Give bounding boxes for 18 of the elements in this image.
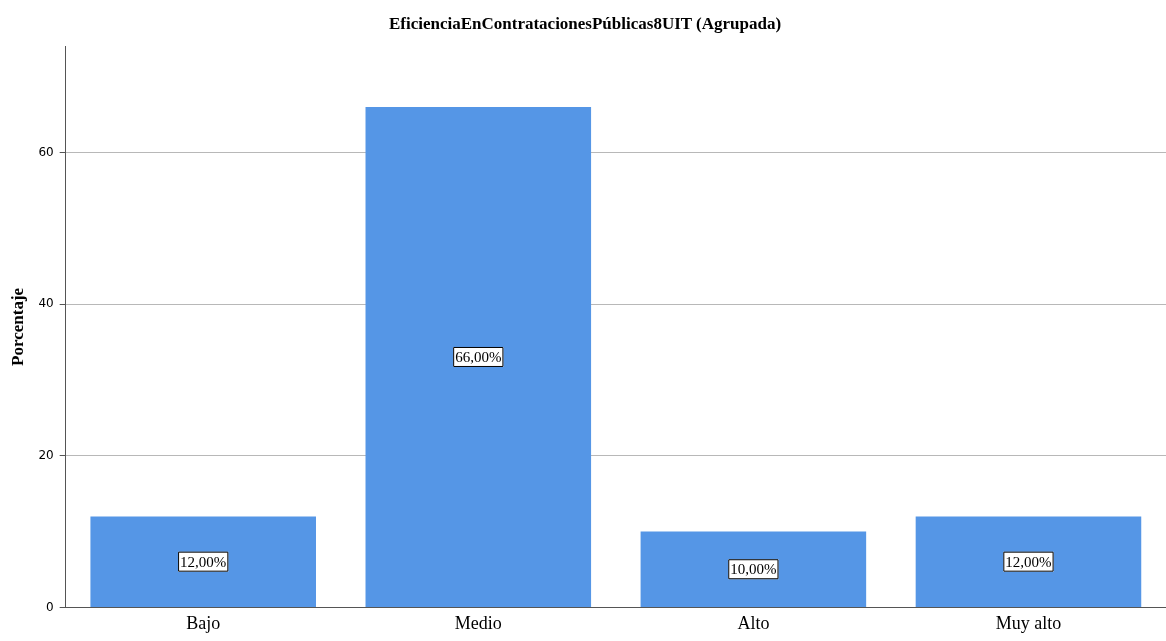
x-tick-label: Alto <box>737 612 770 633</box>
x-tick-label: Bajo <box>186 612 221 633</box>
x-tick-label: Medio <box>454 612 502 633</box>
bar <box>90 516 316 607</box>
bar <box>640 531 867 607</box>
y-tick-label: 0 <box>46 599 54 614</box>
bar <box>365 107 592 607</box>
x-tick-label: Muy alto <box>995 612 1062 633</box>
y-tick-label: 60 <box>38 144 54 159</box>
y-tick-label: 40 <box>38 296 54 311</box>
chart-title: EficienciaEnContratacionesPúblicas8UIT (Agrupada) <box>388 13 782 33</box>
data-label: 12,00% <box>180 553 227 570</box>
data-label: 66,00% <box>455 348 502 365</box>
y-axis-title: Porcentaje <box>7 287 27 366</box>
bar <box>915 516 1142 607</box>
data-label: 12,00% <box>1005 553 1052 570</box>
y-tick-label: 20 <box>38 447 54 462</box>
data-label: 10,00% <box>730 561 777 578</box>
